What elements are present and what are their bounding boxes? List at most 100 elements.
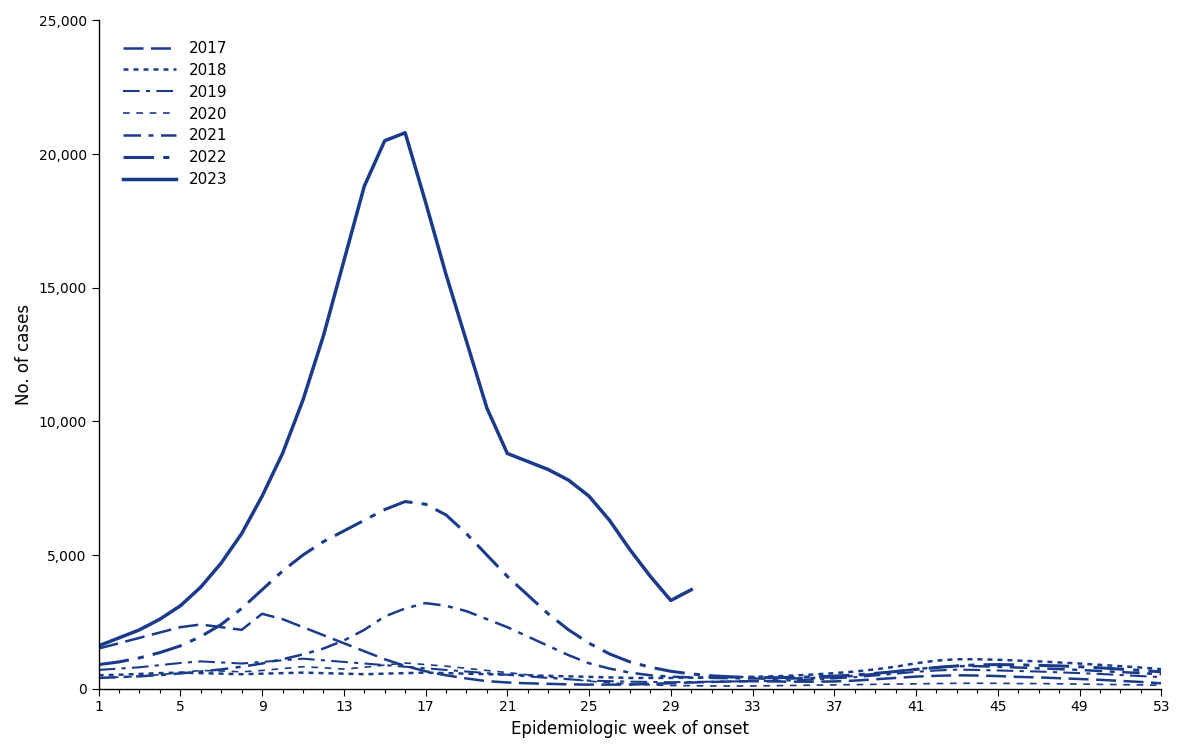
- 2022: [378, 505, 392, 514]
- 2023: [643, 572, 658, 581]
- 2023: [275, 449, 289, 458]
- 2019: [664, 678, 678, 687]
- 2017: [807, 677, 821, 686]
- 2022: [725, 672, 739, 681]
- Line: 2022: 2022: [98, 501, 1161, 678]
- 2023: [684, 585, 698, 594]
- 2020: [705, 681, 719, 691]
- 2017: [91, 644, 105, 653]
- 2023: [133, 625, 147, 634]
- 2023: [153, 614, 167, 623]
- 2022: [766, 673, 780, 682]
- 2022: [398, 497, 412, 506]
- 2023: [542, 465, 556, 474]
- 2020: [827, 681, 841, 690]
- 2023: [235, 529, 249, 538]
- 2018: [1154, 665, 1168, 674]
- 2021: [418, 599, 433, 608]
- 2020: [378, 660, 392, 669]
- Line: 2019: 2019: [98, 659, 1161, 682]
- 2019: [1154, 672, 1168, 681]
- 2023: [193, 583, 207, 592]
- 2019: [827, 674, 841, 683]
- 2023: [255, 492, 269, 501]
- 2023: [214, 559, 229, 568]
- 2018: [950, 654, 965, 663]
- 2023: [357, 181, 371, 191]
- 2023: [111, 633, 126, 642]
- 2017: [766, 677, 780, 686]
- 2018: [725, 672, 739, 681]
- 2018: [623, 673, 638, 682]
- 2023: [296, 395, 310, 404]
- 2020: [766, 681, 780, 691]
- 2021: [91, 673, 105, 682]
- 2017: [582, 680, 596, 689]
- 2022: [91, 660, 105, 669]
- 2023: [500, 449, 514, 458]
- 2020: [398, 658, 412, 667]
- 2021: [725, 674, 739, 683]
- Line: 2023: 2023: [98, 133, 691, 646]
- Y-axis label: No. of cases: No. of cases: [15, 304, 33, 405]
- 2017: [255, 609, 269, 618]
- 2019: [296, 654, 310, 663]
- 2023: [418, 198, 433, 207]
- 2022: [950, 661, 965, 670]
- 2019: [91, 666, 105, 675]
- 2021: [745, 674, 760, 683]
- 2023: [460, 337, 474, 346]
- 2022: [745, 673, 760, 682]
- 2023: [562, 476, 576, 485]
- 2020: [950, 678, 965, 687]
- 2018: [91, 671, 105, 680]
- 2023: [398, 128, 412, 137]
- Line: 2020: 2020: [98, 663, 1161, 686]
- 2023: [480, 404, 494, 413]
- 2017: [398, 661, 412, 670]
- 2018: [745, 672, 760, 681]
- 2021: [827, 672, 841, 681]
- 2023: [438, 270, 453, 279]
- 2017: [1154, 678, 1168, 687]
- 2018: [378, 669, 392, 678]
- 2023: [664, 596, 678, 605]
- 2023: [378, 136, 392, 145]
- 2019: [766, 676, 780, 685]
- 2023: [316, 331, 331, 340]
- 2021: [378, 612, 392, 621]
- 2023: [582, 492, 596, 501]
- 2023: [520, 457, 534, 466]
- 2021: [807, 673, 821, 682]
- 2018: [807, 670, 821, 679]
- 2018: [787, 671, 801, 680]
- 2019: [950, 665, 965, 674]
- 2020: [1154, 681, 1168, 690]
- 2018: [929, 656, 943, 665]
- 2023: [91, 642, 105, 651]
- 2019: [807, 675, 821, 684]
- 2021: [950, 662, 965, 671]
- Line: 2021: 2021: [98, 603, 1161, 678]
- 2017: [950, 671, 965, 680]
- X-axis label: Epidemiologic week of onset: Epidemiologic week of onset: [511, 720, 749, 738]
- 2022: [827, 672, 841, 681]
- 2023: [337, 257, 351, 266]
- 2019: [745, 677, 760, 686]
- 2019: [398, 662, 412, 671]
- Line: 2018: 2018: [98, 659, 1161, 678]
- 2023: [602, 516, 616, 525]
- 2023: [173, 602, 187, 611]
- 2020: [91, 673, 105, 682]
- Line: 2017: 2017: [98, 614, 1161, 684]
- 2020: [745, 681, 760, 691]
- 2022: [807, 672, 821, 681]
- 2020: [807, 681, 821, 690]
- 2017: [745, 677, 760, 686]
- 2023: [623, 545, 638, 554]
- 2021: [1154, 669, 1168, 678]
- 2017: [827, 677, 841, 686]
- Legend: 2017, 2018, 2019, 2020, 2021, 2022, 2023: 2017, 2018, 2019, 2020, 2021, 2022, 2023: [117, 35, 233, 194]
- 2021: [766, 674, 780, 683]
- 2022: [1154, 667, 1168, 676]
